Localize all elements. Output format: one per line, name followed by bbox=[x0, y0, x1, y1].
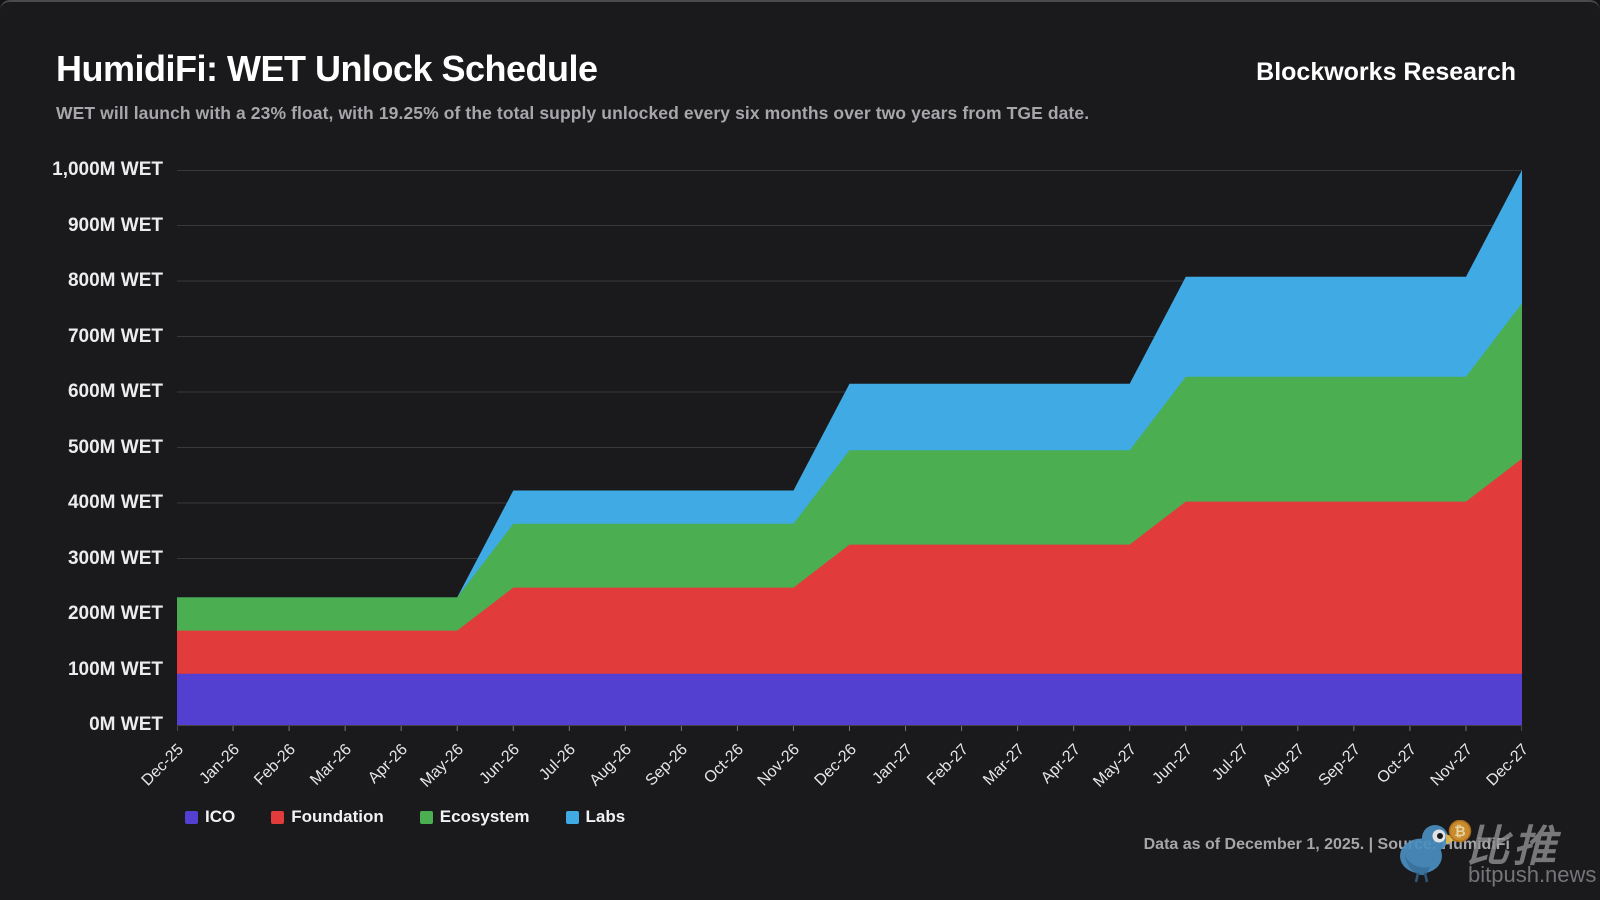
legend-item-foundation: Foundation bbox=[271, 807, 384, 827]
legend-swatch-labs bbox=[565, 810, 579, 824]
legend-label-ecosystem: Ecosystem bbox=[439, 807, 530, 826]
bitpush-watermark: ₿ 比推 bitpush.news bbox=[1392, 812, 1596, 896]
y-tick-label: 100M WET bbox=[67, 658, 163, 680]
watermark-cn-text: 比推 bbox=[1466, 823, 1560, 871]
y-tick-label: 0M WET bbox=[89, 714, 163, 735]
y-tick-label: 500M WET bbox=[67, 436, 163, 458]
chart-subtitle: WET will launch with a 23% float, with 1… bbox=[56, 103, 1090, 123]
legend-swatch-foundation bbox=[271, 810, 285, 824]
area-foundation bbox=[177, 458, 1522, 725]
bird-with-bitcoin-icon: ₿ bbox=[1400, 820, 1472, 883]
brand-name: Blockworks Research bbox=[1256, 58, 1516, 86]
y-tick-label: 600M WET bbox=[67, 381, 163, 402]
legend-label-ico: ICO bbox=[205, 807, 236, 826]
y-tick-label: 900M WET bbox=[67, 214, 163, 236]
y-tick-label: 200M WET bbox=[67, 603, 163, 624]
legend-item-labs: Labs bbox=[565, 807, 626, 827]
legend-item-ecosystem: Ecosystem bbox=[419, 807, 530, 827]
legend-label-foundation: Foundation bbox=[291, 807, 384, 826]
legend-item-ico: ICO bbox=[185, 807, 235, 827]
legend: ICO Foundation Ecosystem Labs bbox=[185, 807, 625, 827]
watermark-domain: bitpush.news bbox=[1468, 862, 1597, 887]
svg-text:₿: ₿ bbox=[1454, 823, 1465, 839]
y-tick-label: 1,000M WET bbox=[52, 159, 163, 180]
legend-label-labs: Labs bbox=[585, 807, 626, 826]
y-tick-label: 400M WET bbox=[67, 492, 163, 513]
y-tick-label: 700M WET bbox=[67, 325, 163, 347]
y-tick-label: 300M WET bbox=[67, 547, 163, 569]
legend-swatch-ico bbox=[185, 810, 198, 824]
page-title: HumidiFi: WET Unlock Schedule bbox=[56, 48, 598, 89]
legend-swatch-ecosystem bbox=[419, 810, 433, 824]
stacked-area-plot bbox=[177, 170, 1522, 731]
y-tick-label: 800M WET bbox=[67, 270, 163, 291]
area-ico bbox=[177, 673, 1522, 725]
